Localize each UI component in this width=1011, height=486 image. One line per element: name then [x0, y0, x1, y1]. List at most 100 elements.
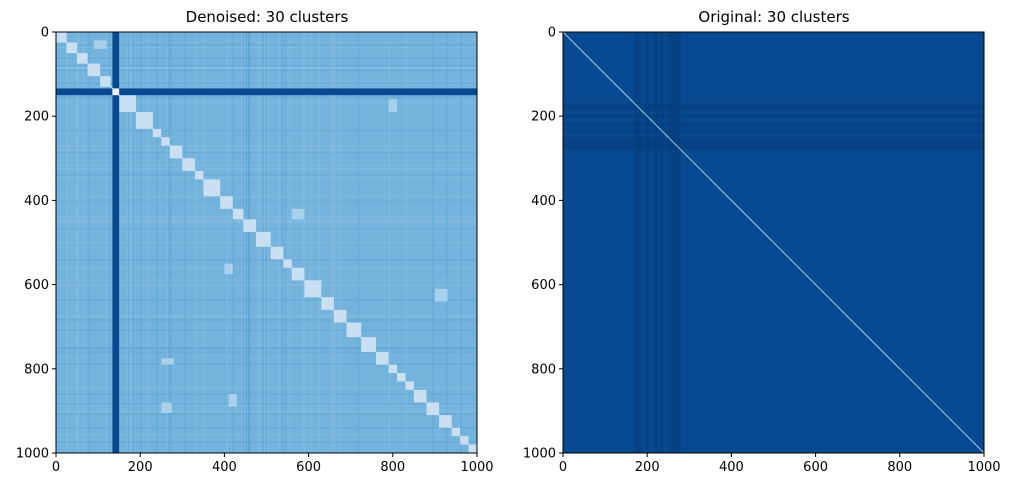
- texture-stripe: [56, 201, 477, 203]
- texture-stripe: [56, 441, 477, 443]
- texture-stripe: [357, 32, 360, 453]
- x-tick-label: 800: [380, 460, 405, 475]
- texture-stripe: [309, 32, 312, 453]
- heatmap-panel-original: Original: 30 clusters 0 200 400 600 800 1000 …: [523, 8, 1001, 475]
- texture-stripe: [232, 32, 234, 453]
- texture-stripe: [169, 32, 172, 453]
- y-axis-ticks: 0 200 400 600 800 1000: [16, 26, 56, 462]
- texture-stripe: [432, 32, 434, 453]
- texture-stripe: [458, 32, 460, 453]
- plot-frame: [562, 31, 985, 454]
- x-tick-label: 400: [212, 460, 237, 475]
- x-axis-ticks: 0 200 400 600 800 1000: [52, 453, 494, 475]
- texture-stripe: [56, 57, 477, 59]
- x-tick-label: 1000: [460, 460, 493, 475]
- y-tick-label: 400: [24, 194, 49, 209]
- dark-band-horizontal: [563, 114, 984, 119]
- heatmap-panel-denoised: Denoised: 30 clusters 0 200 400 600 800 1000 …: [16, 8, 494, 475]
- x-tick-label: 1000: [967, 460, 1000, 475]
- x-tick-label: 0: [52, 460, 60, 475]
- texture-stripe: [289, 32, 291, 453]
- dark-band-horizontal: [56, 88, 477, 96]
- dark-band-vertical: [673, 32, 678, 453]
- texture-stripe: [285, 32, 287, 453]
- texture-stripe: [88, 32, 90, 453]
- off-diagonal-block: [224, 263, 233, 275]
- texture-stripe: [56, 410, 477, 413]
- y-tick-label: 0: [548, 26, 556, 41]
- texture-stripe: [226, 32, 228, 453]
- y-tick-label: 1000: [16, 447, 49, 462]
- texture-stripe: [248, 32, 251, 453]
- y-tick-label: 200: [24, 110, 49, 125]
- dark-band-vertical: [659, 32, 665, 453]
- heatmap-area: [563, 32, 984, 453]
- texture-stripe: [405, 32, 407, 453]
- texture-stripe: [56, 284, 477, 286]
- texture-stripe: [106, 32, 109, 453]
- dark-band-vertical: [653, 32, 658, 453]
- texture-stripe: [286, 32, 288, 453]
- texture-stripe: [330, 32, 332, 453]
- off-diagonal-block: [434, 288, 448, 302]
- dark-band-horizontal: [563, 122, 984, 127]
- texture-stripe: [318, 32, 320, 453]
- off-diagonal-block: [388, 99, 398, 112]
- texture-stripe: [282, 32, 284, 453]
- texture-stripe: [127, 32, 129, 453]
- texture-stripe: [388, 32, 391, 453]
- texture-stripe: [204, 32, 206, 453]
- x-tick-label: 200: [635, 460, 660, 475]
- dark-band-horizontal: [563, 103, 984, 110]
- texture-stripe: [140, 32, 142, 453]
- x-tick-label: 0: [559, 460, 567, 475]
- dark-band-vertical: [668, 32, 674, 453]
- dark-band-horizontal: [563, 142, 984, 147]
- texture-stripe: [56, 228, 477, 230]
- y-tick-label: 600: [531, 278, 556, 293]
- texture-stripe: [56, 403, 477, 405]
- texture-stripe: [156, 32, 158, 453]
- off-diagonal-block: [93, 40, 107, 49]
- texture-stripe: [302, 32, 304, 453]
- y-tick-label: 800: [531, 362, 556, 377]
- texture-stripe: [56, 299, 477, 301]
- y-axis-ticks: 0 200 400 600 800 1000: [523, 26, 563, 462]
- texture-stripe: [56, 196, 477, 198]
- texture-stripe: [130, 32, 132, 453]
- off-diagonal-block: [161, 358, 174, 365]
- diagonal-line: [563, 32, 984, 453]
- texture-stripe: [168, 32, 170, 453]
- texture-stripe: [278, 32, 280, 453]
- texture-stripe: [56, 130, 477, 132]
- texture-stripe: [167, 32, 169, 453]
- texture-stripe: [146, 32, 148, 453]
- y-tick-label: 800: [24, 362, 49, 377]
- heatmap-area: [56, 32, 477, 453]
- x-tick-label: 400: [719, 460, 744, 475]
- texture-stripe: [127, 32, 129, 453]
- x-tick-label: 200: [128, 460, 153, 475]
- texture-stripe: [56, 164, 477, 166]
- dark-band-horizontal: [563, 137, 984, 143]
- texture-stripe: [56, 348, 477, 350]
- y-tick-label: 400: [531, 194, 556, 209]
- dark-band-vertical: [634, 32, 641, 453]
- x-axis-ticks: 0 200 400 600 800 1000: [559, 453, 1001, 475]
- plot-frame: [55, 31, 478, 454]
- chart-title: Denoised: 30 clusters: [186, 8, 349, 26]
- texture-stripe: [184, 32, 186, 453]
- dark-band-horizontal: [563, 128, 984, 134]
- y-tick-label: 1000: [523, 447, 556, 462]
- texture-stripe: [133, 32, 135, 453]
- texture-stripe: [66, 32, 68, 453]
- dark-band-vertical: [645, 32, 650, 453]
- texture-stripe: [77, 32, 79, 453]
- off-diagonal-block: [291, 208, 305, 220]
- texture-stripe: [56, 46, 477, 49]
- texture-stripe: [56, 67, 477, 70]
- off-diagonal-block: [161, 402, 172, 414]
- dark-band-vertical: [676, 32, 681, 453]
- x-tick-label: 600: [803, 460, 828, 475]
